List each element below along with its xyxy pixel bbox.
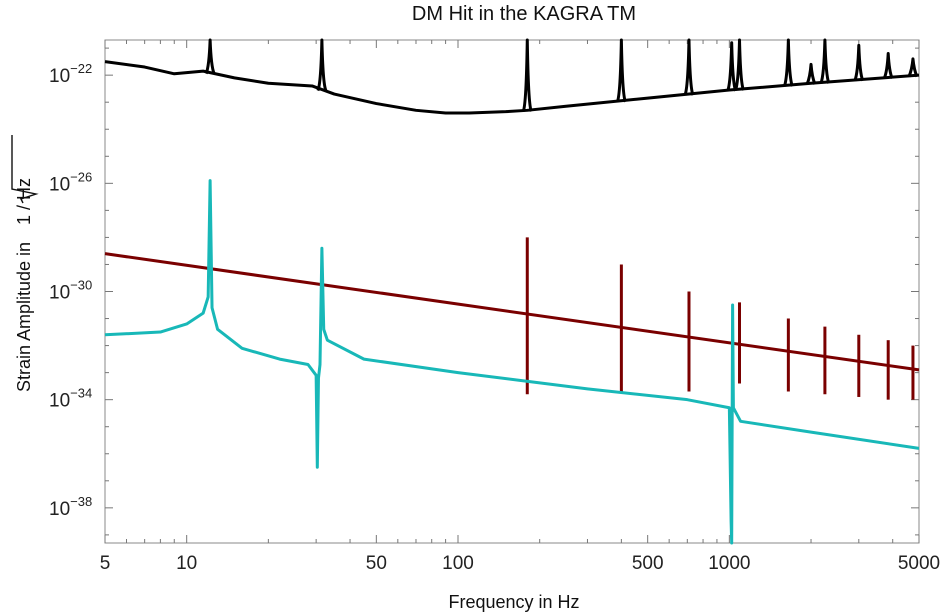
y-tick-label: 10−30 [49,278,92,304]
y-tick-label: 10−34 [49,386,92,412]
series-line [104,252,920,372]
y-axis-label-radicand: 1 / Hz [14,178,34,225]
y-axis-label: Strain Amplitude in 1 / Hz [11,135,39,392]
x-tick-label: 5 [100,553,111,574]
x-tick-label: 5000 [898,553,940,574]
plot-frame [104,39,920,544]
series-noise-curve [104,38,920,115]
x-tick-label: 500 [632,553,664,574]
series-spike [819,38,831,84]
x-tick-label: 100 [442,553,474,574]
chart-title: DM Hit in the KAGRA TM [412,3,636,25]
series-spike [907,57,919,78]
series-spike [316,38,328,92]
plot-area [104,39,920,544]
x-tick-label: 1000 [708,553,750,574]
y-axis-label-prefix: Strain Amplitude in [14,237,34,392]
y-tick-label: 10−22 [49,61,92,87]
series-spike [882,52,894,80]
y-tick-label: 10−26 [49,169,92,195]
y-axis-label-text: Strain Amplitude in 1 / Hz [14,178,34,392]
x-axis-ticks: 5 10 50 100 500 1000 5000 [100,40,940,574]
series-resonant-response [104,179,920,545]
square-root-icon [11,135,39,204]
series-spike [805,62,817,85]
series-line [104,179,920,545]
x-tick-label: 50 [366,553,387,574]
x-tick-label: 10 [176,553,197,574]
series-power-law [104,237,920,400]
series-spike [726,41,738,92]
x-axis-label: Frequency in Hz [448,592,579,612]
series-spike [853,43,865,82]
series-line [104,60,920,115]
y-tick-label: 10−38 [49,494,92,520]
series-layer [104,38,920,545]
series-spike [734,38,745,91]
series-spike [615,38,627,103]
series-spike [782,38,794,87]
y-axis-ticks: 10−22 10−26 10−30 10−34 10−38 [49,47,919,536]
series-spike [521,38,533,112]
series-spike [204,38,216,75]
series-spike [683,38,695,96]
